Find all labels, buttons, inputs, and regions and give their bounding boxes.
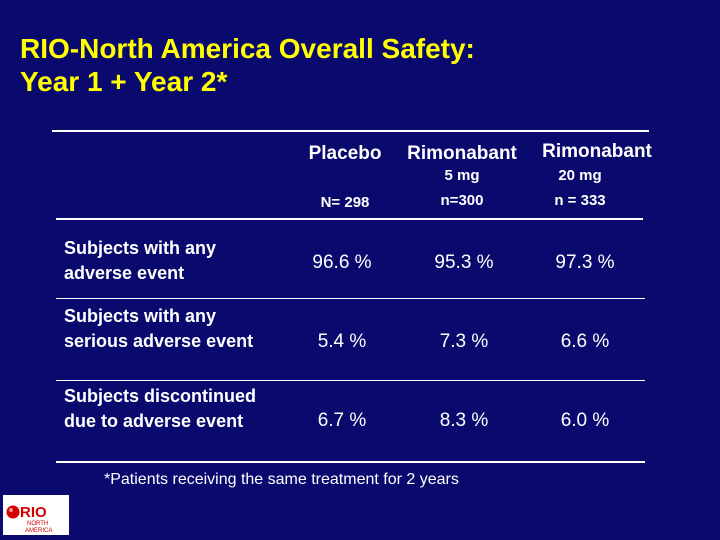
column-header-placebo: Placebo <box>308 143 382 164</box>
column-header-rimonabant-5mg: Rimonabant <box>407 143 517 164</box>
slide-title-line2: Year 1 + Year 2* <box>20 66 228 97</box>
table-cell: 97.3 % <box>555 252 615 273</box>
rio-north-america-logo: RIO NORTH AMERICA <box>3 495 69 535</box>
column-n-5mg: n=300 <box>440 192 484 209</box>
header-bottom-rule <box>56 218 643 220</box>
table-cell: 95.3 % <box>434 252 494 273</box>
svg-text:RIO: RIO <box>20 504 47 521</box>
column-dose-20mg: 20 mg <box>558 167 602 184</box>
slide-title-line1: RIO-North America Overall Safety: <box>20 33 475 64</box>
column-n-20mg: n = 333 <box>554 192 606 209</box>
footnote: *Patients receiving the same treatment f… <box>104 471 459 488</box>
table-bottom-rule <box>56 461 645 463</box>
svg-text:NORTH: NORTH <box>27 521 48 527</box>
table-top-rule <box>52 130 649 132</box>
logo-graphic: RIO NORTH AMERICA <box>6 504 52 534</box>
table-cell: 7.3 % <box>439 331 489 352</box>
row-divider-2 <box>56 380 645 381</box>
table-cell: 6.7 % <box>317 410 367 431</box>
row-divider-1 <box>56 298 645 299</box>
row-label-serious-adverse-event: Subjects with any serious adverse event <box>64 306 254 351</box>
svg-text:AMERICA: AMERICA <box>25 528 52 534</box>
slide-title: RIO-North America Overall Safety: Year 1… <box>20 32 475 98</box>
table-cell: 8.3 % <box>439 410 489 431</box>
row-label-discontinued: Subjects discontinued due to adverse eve… <box>64 386 257 431</box>
table-cell: 6.0 % <box>560 410 610 431</box>
table-cell: 5.4 % <box>317 331 367 352</box>
table-cell: 6.6 % <box>560 331 610 352</box>
column-dose-5mg: 5 mg <box>444 167 480 184</box>
column-header-rimonabant-20mg: Rimonabant <box>542 141 652 162</box>
column-n-placebo: N= 298 <box>320 194 370 211</box>
table-cell: 96.6 % <box>312 252 372 273</box>
row-label-any-adverse-event: Subjects with any adverse event <box>64 238 217 283</box>
